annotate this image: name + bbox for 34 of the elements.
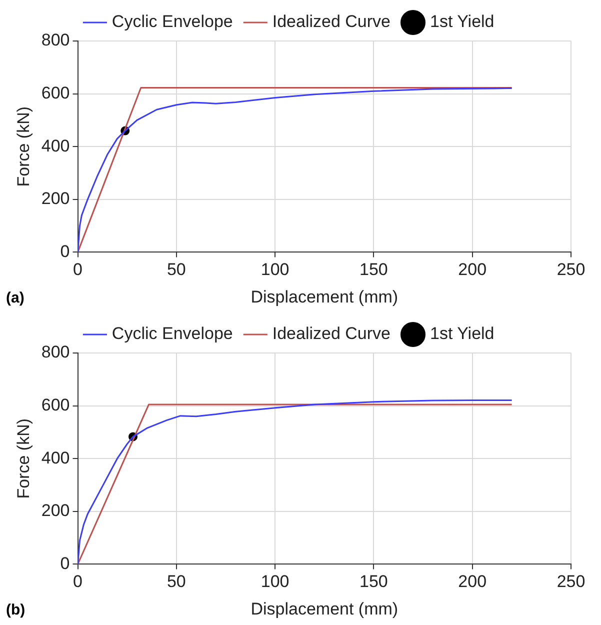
x-tick-label: 200 <box>458 572 487 592</box>
text: (b) <box>6 602 26 619</box>
text: (a) <box>6 290 24 307</box>
x-tick-label: 200 <box>458 260 487 280</box>
y-tick-label: 600 <box>41 395 70 414</box>
x-tick-label: 50 <box>166 572 186 592</box>
x-tick-label: 100 <box>260 572 290 592</box>
x-tick-label: 50 <box>166 260 186 280</box>
y-tick-label: 200 <box>41 501 70 520</box>
y-tick-label: 600 <box>41 83 70 102</box>
legend-label: 1st Yield <box>430 324 494 344</box>
y-tick-label: 0 <box>60 242 70 261</box>
x-tick-label: 150 <box>360 260 388 280</box>
legend-label: Idealized Curve <box>272 324 390 344</box>
y-axis-title: Force (kN) <box>14 106 33 187</box>
x-tick-label: 250 <box>556 260 586 280</box>
legend-label: Cyclic Envelope <box>112 324 233 344</box>
x-tick-label: 250 <box>556 572 586 592</box>
x-tick-label: 100 <box>260 260 290 280</box>
legend-label: Idealized Curve <box>272 12 390 32</box>
y-tick-label: 0 <box>60 554 70 573</box>
y-axis-title: Force (kN) <box>14 418 33 499</box>
y-tick-label: 400 <box>41 448 70 468</box>
x-axis-title: Displacement (mm) <box>250 599 398 618</box>
y-tick-label: 400 <box>41 136 70 156</box>
x-tick-label: 0 <box>73 572 82 592</box>
x-tick-label: 0 <box>73 260 82 280</box>
y-tick-label: 800 <box>41 30 70 50</box>
y-tick-label: 800 <box>41 342 70 362</box>
y-tick-label: 200 <box>41 189 70 208</box>
x-tick-label: 150 <box>360 572 388 592</box>
legend-label: Cyclic Envelope <box>112 12 233 32</box>
legend-label: 1st Yield <box>430 12 494 32</box>
x-axis-title: Displacement (mm) <box>250 287 398 306</box>
